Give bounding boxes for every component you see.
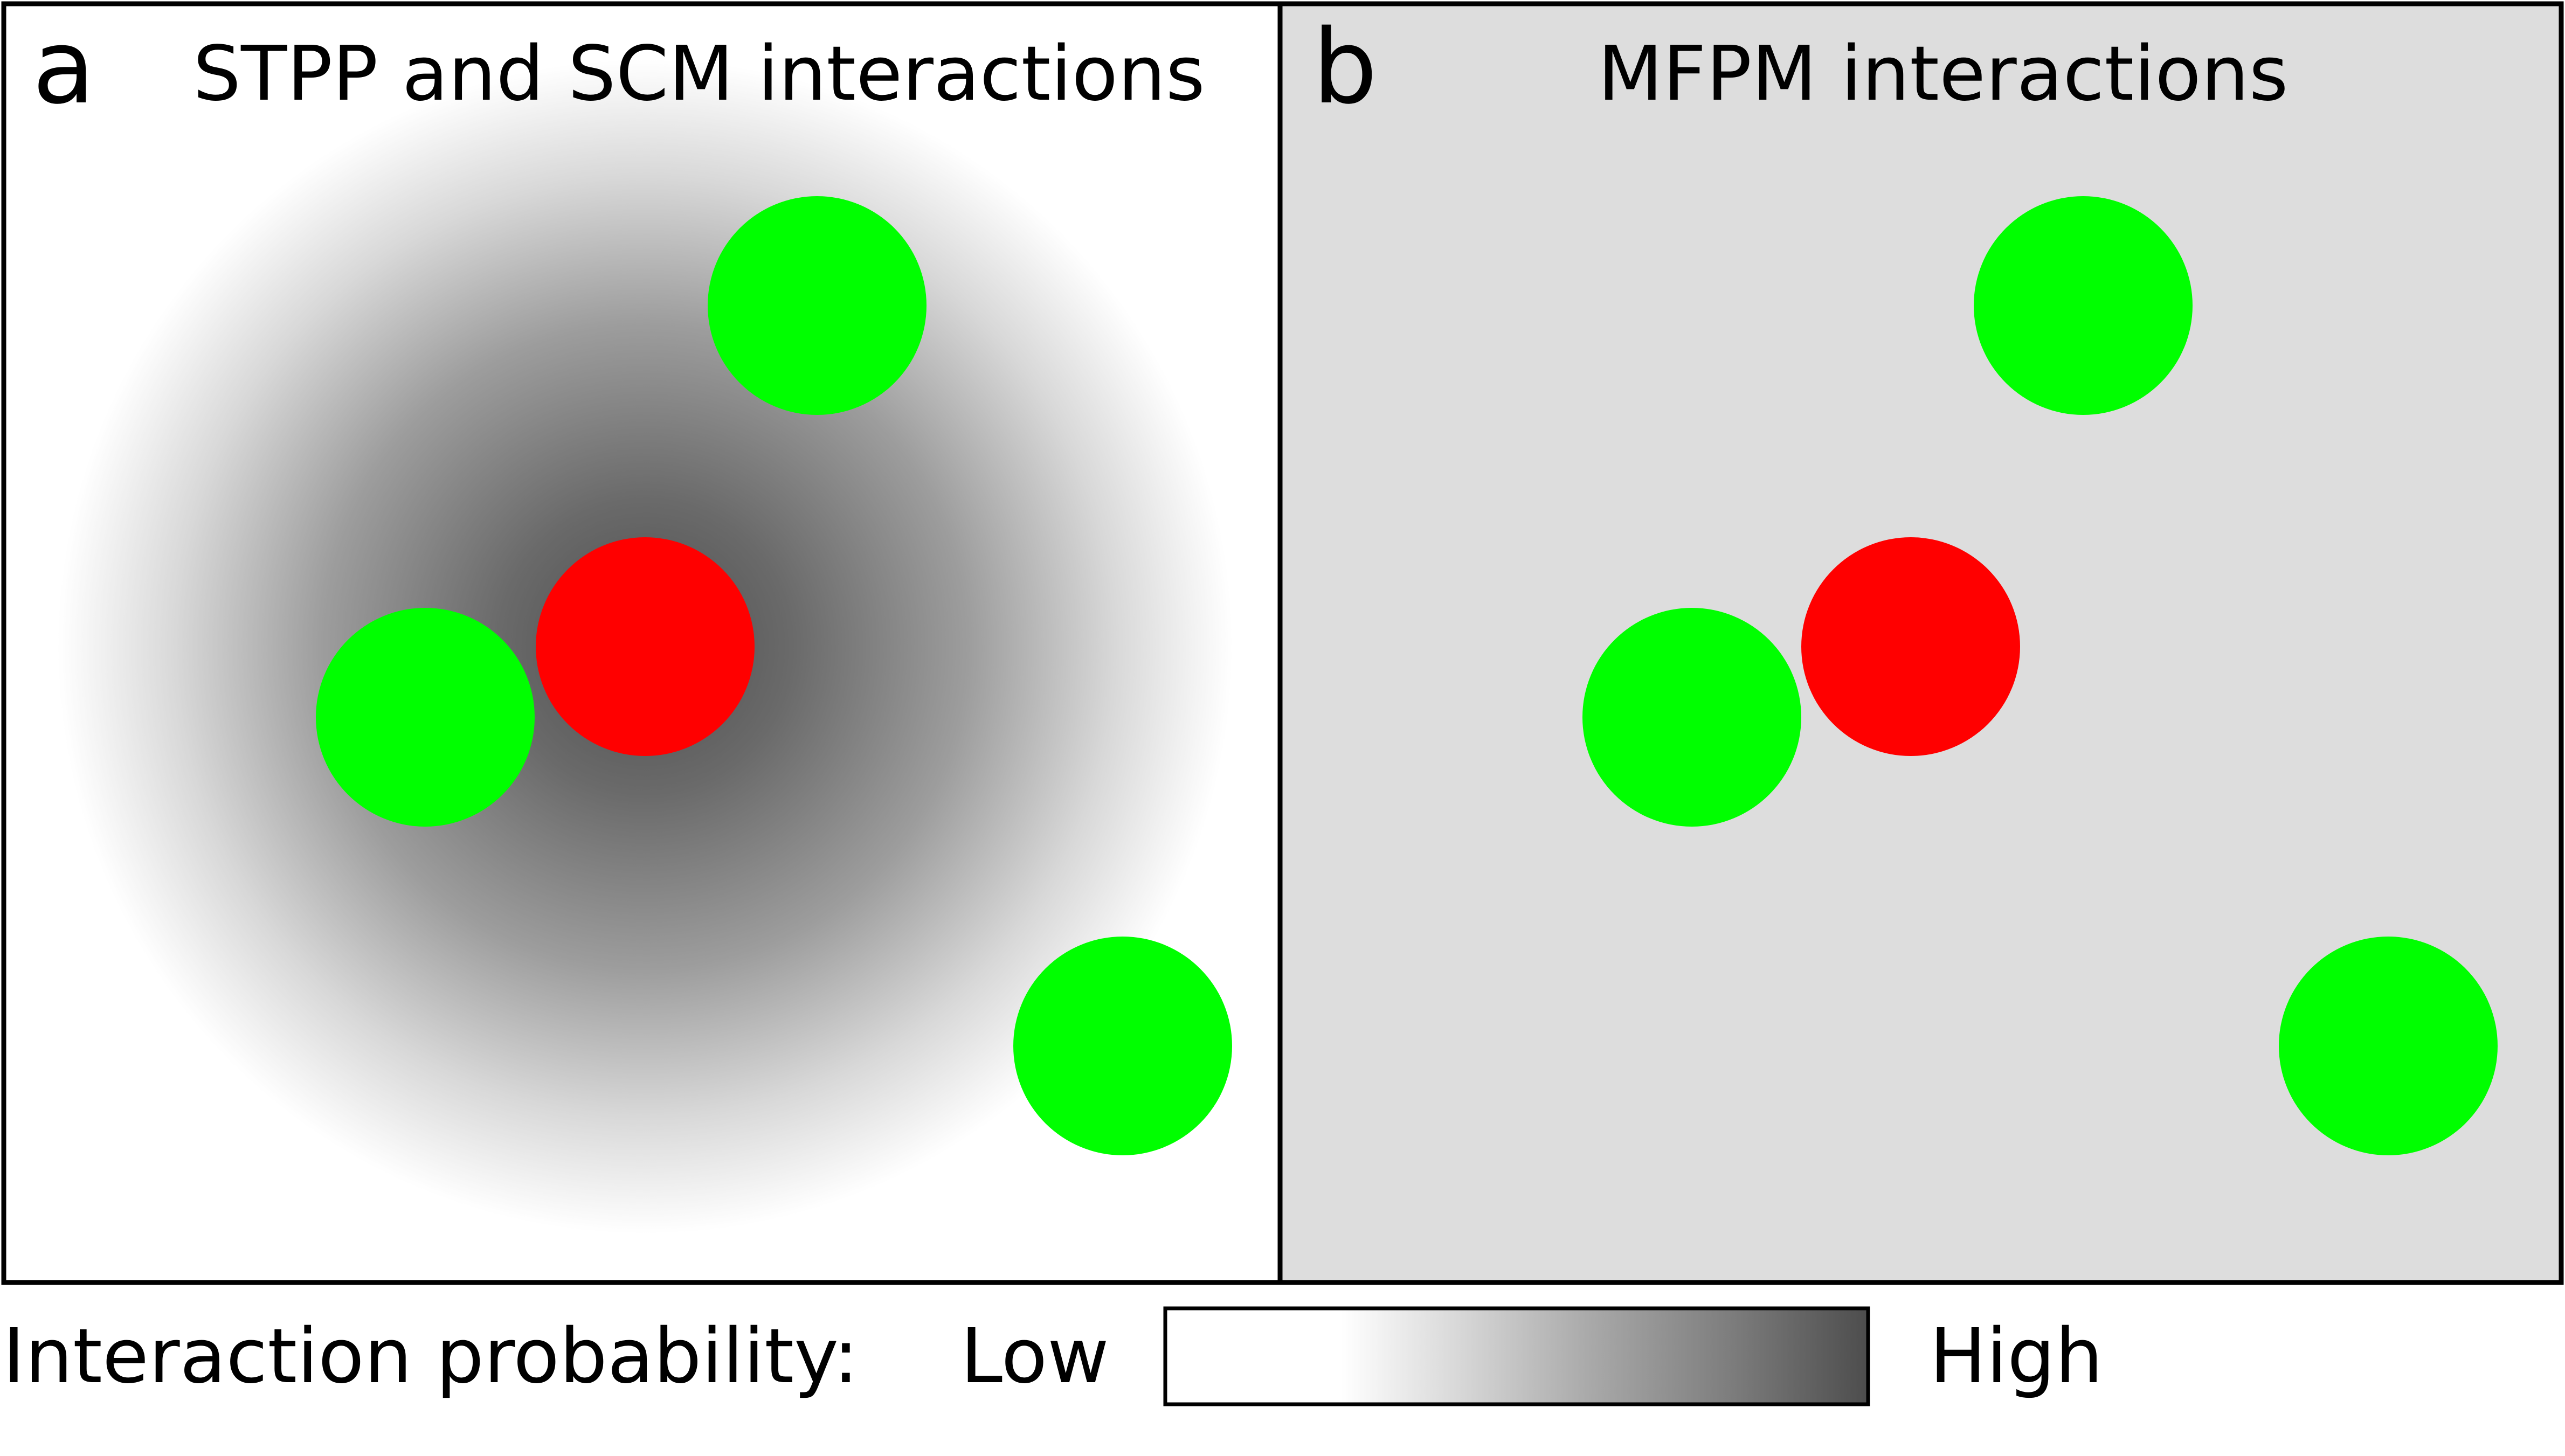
neighbor-node-bottom-right bbox=[1013, 937, 1232, 1155]
neighbor-node-top bbox=[708, 196, 927, 415]
neighbor-node-bottom-right bbox=[2279, 937, 2498, 1155]
legend-low-label: Low bbox=[960, 1313, 1109, 1400]
focal-node bbox=[536, 537, 755, 756]
panel-b-letter: b bbox=[1312, 8, 1378, 127]
panel-a-title: STPP and SCM interactions bbox=[193, 30, 1205, 118]
neighbor-node-left bbox=[316, 608, 535, 827]
panel-a-letter: a bbox=[32, 8, 95, 127]
legend: Interaction probability: Low High bbox=[3, 1306, 2103, 1406]
panel-a: a STPP and SCM interactions bbox=[4, 4, 1280, 1282]
neighbor-node-left bbox=[1582, 608, 1801, 827]
legend-high-label: High bbox=[1930, 1313, 2103, 1400]
panel-b: b MFPM interactions bbox=[1280, 4, 2561, 1282]
neighbor-node-top bbox=[1974, 196, 2193, 415]
focal-node bbox=[1801, 537, 2020, 756]
legend-label: Interaction probability: bbox=[3, 1313, 859, 1400]
legend-gradient-bar bbox=[1163, 1306, 1870, 1406]
panel-b-title: MFPM interactions bbox=[1598, 30, 2288, 118]
